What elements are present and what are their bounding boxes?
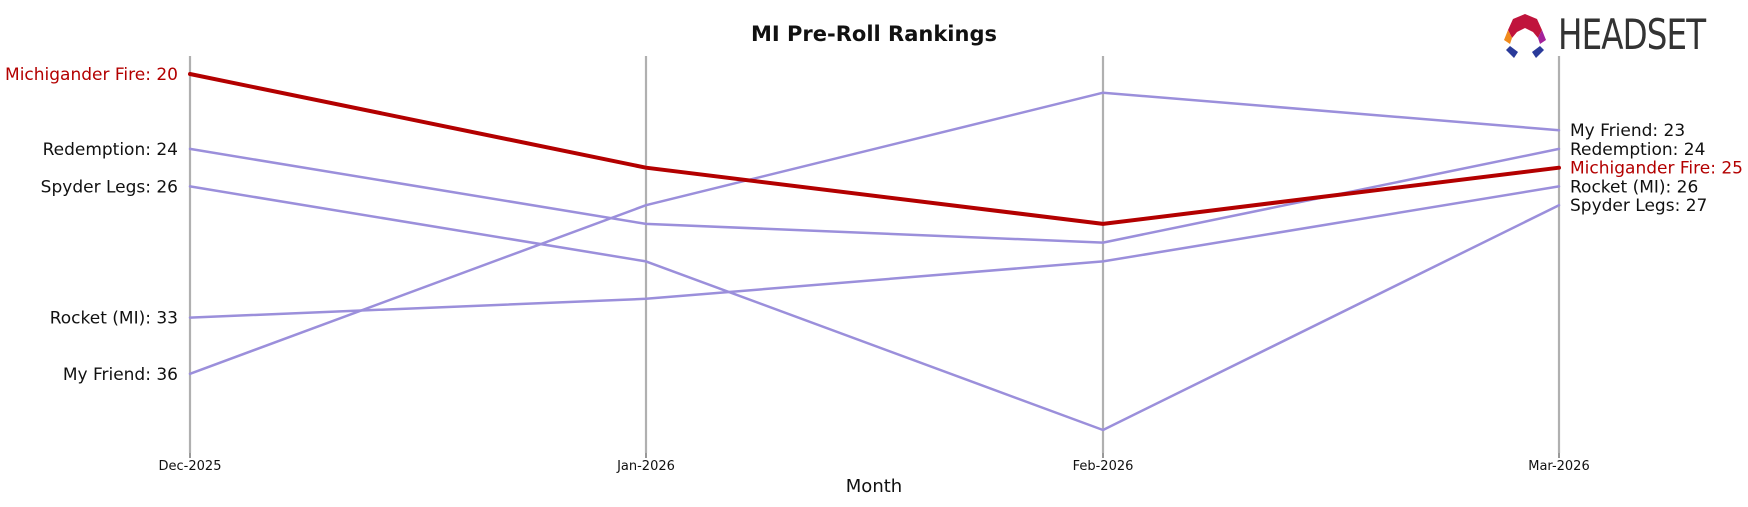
left-series-label: Redemption: 24: [43, 140, 178, 160]
series-line-my-friend: [188, 91, 1561, 376]
x-tick-label: Mar-2026: [1528, 459, 1589, 474]
right-series-label: Spyder Legs: 27: [1570, 196, 1707, 216]
headset-logo-icon: [1504, 14, 1546, 58]
right-series-label: Rocket (MI): 26: [1570, 177, 1698, 197]
x-tick-label: Dec-2025: [159, 459, 222, 474]
right-series-label: My Friend: 23: [1570, 121, 1685, 141]
left-series-label: Michigander Fire: 20: [5, 65, 178, 85]
x-tick-label: Feb-2026: [1073, 459, 1134, 474]
x-axis-label: Month: [845, 476, 903, 497]
x-tick-label: Jan-2026: [616, 459, 675, 474]
left-series-label: Spyder Legs: 26: [41, 177, 178, 197]
series-line-michigander-fire: [188, 72, 1561, 226]
logo-wordmark: HEADSET: [1558, 10, 1706, 59]
right-series-label: Michigander Fire: 25: [1570, 159, 1743, 179]
left-series-label: Rocket (MI): 33: [50, 309, 178, 329]
right-series-label: Redemption: 24: [1570, 140, 1705, 160]
chart-title: MI Pre-Roll Rankings: [751, 22, 997, 46]
series-line-spyder-legs: [188, 185, 1561, 432]
left-series-label: My Friend: 36: [63, 365, 178, 385]
series-line-rocket-mi-: [188, 185, 1561, 319]
